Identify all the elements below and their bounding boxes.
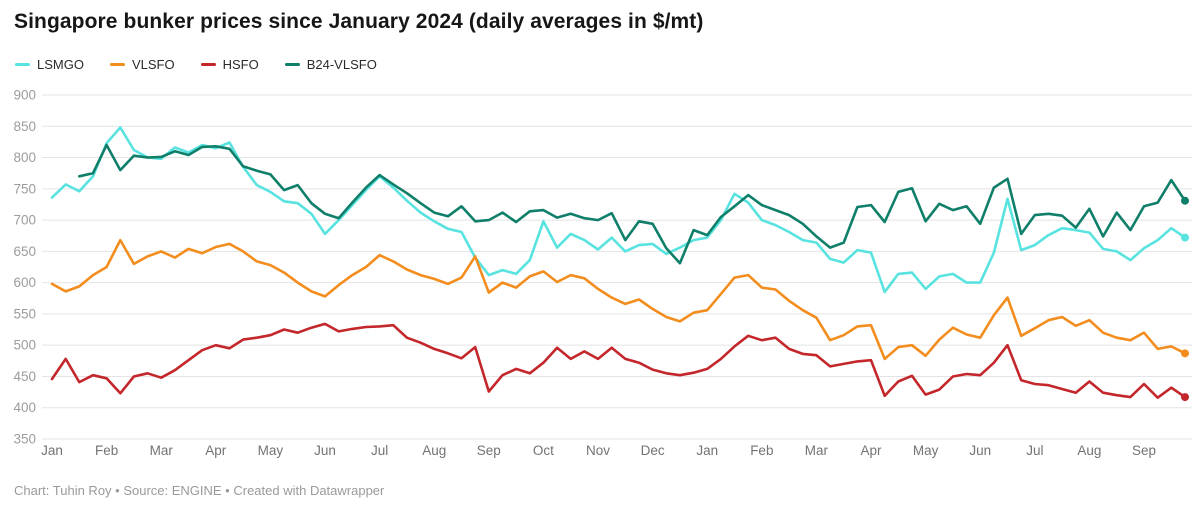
x-axis-label-18-Jul: Jul [1026, 443, 1043, 458]
y-axis-label-800: 800 [13, 150, 36, 165]
x-axis-label-7-Aug: Aug [422, 443, 446, 458]
legend-item-lsmgo: LSMGO [15, 57, 84, 72]
y-axis-label-400: 400 [13, 400, 36, 415]
plot-area: 900 850 800 750 700 650 600 550 500 450 400 350 Jan F… [0, 82, 1200, 474]
y-axis-label-550: 550 [13, 306, 36, 321]
legend-label-b24-vlsfo: B24-VLSFO [306, 57, 377, 72]
lsmgo-line-swatch-icon [15, 63, 30, 66]
y-axis-label-850: 850 [13, 119, 36, 134]
x-axis-label-11-Dec: Dec [641, 443, 665, 458]
y-axis-label-700: 700 [13, 213, 36, 228]
legend-label-lsmgo: LSMGO [37, 57, 84, 72]
series-line-HSFO [50, 322, 1187, 399]
y-axis-label-600: 600 [13, 275, 36, 290]
y-axis-label-500: 500 [13, 338, 36, 353]
x-axis-label-13-Feb: Feb [750, 443, 773, 458]
hsfo-line-swatch-icon [200, 63, 216, 66]
x-axis-label-2-Mar: Mar [150, 443, 174, 458]
y-axis-label-750: 750 [13, 181, 36, 196]
x-axis-label-16-May: May [913, 443, 939, 458]
vlsfo-line-swatch-icon [109, 63, 125, 66]
series-end-dot-VLSFO [1181, 349, 1189, 358]
x-axis-label-1-Feb: Feb [95, 443, 118, 458]
x-axis-label-17-Jun: Jun [969, 443, 991, 458]
y-axis-label-350: 350 [13, 432, 36, 447]
legend-label-hsfo: HSFO [222, 57, 259, 72]
legend-item-vlsfo: VLSFO [109, 57, 175, 72]
series-line-VLSFO [50, 238, 1187, 361]
x-axis-label-6-Jul: Jul [371, 443, 388, 458]
legend-item-hsfo: HSFO [200, 57, 259, 72]
x-axis-label-15-Apr: Apr [861, 443, 883, 458]
x-axis-label-0-Jan: Jan [41, 443, 63, 458]
x-axis-label-20-Sep: Sep [1132, 443, 1156, 458]
x-axis-label-9-Oct: Oct [533, 443, 554, 458]
x-axis-label-3-Apr: Apr [205, 443, 227, 458]
y-axis-label-450: 450 [13, 369, 36, 384]
x-axis-label-10-Nov: Nov [586, 443, 610, 458]
series-end-dot-LSMGO [1181, 233, 1189, 242]
line-chart-svg: 900 850 800 750 700 650 600 550 500 450 400 350 Jan F… [13, 88, 1192, 458]
attribution-footer: Chart: Tuhin Roy • Source: ENGINE • Crea… [14, 483, 385, 498]
series-end-dot-HSFO [1181, 393, 1189, 402]
y-axis-label-650: 650 [13, 244, 36, 259]
x-axis-label-5-Jun: Jun [314, 443, 336, 458]
x-axis-label-14-Mar: Mar [805, 443, 829, 458]
chart-legend: LSMGO VLSFO HSFO B24-VLSFO [15, 57, 377, 72]
x-axis-label-19-Aug: Aug [1077, 443, 1101, 458]
legend-label-vlsfo: VLSFO [131, 57, 175, 72]
chart-title: Singapore bunker prices since January 20… [14, 10, 704, 33]
series-end-dot-B24-VLSFO [1181, 196, 1189, 205]
x-axis-label-8-Sep: Sep [477, 443, 501, 458]
legend-item-b24-vlsfo: B24-VLSFO [284, 57, 377, 72]
y-axis-label-900: 900 [13, 88, 36, 103]
series-line-B24-VLSFO [78, 143, 1187, 265]
x-axis-label-4-May: May [258, 443, 284, 458]
x-axis-label-12-Jan: Jan [696, 443, 718, 458]
b24-vlsfo-line-swatch-icon [284, 63, 300, 66]
